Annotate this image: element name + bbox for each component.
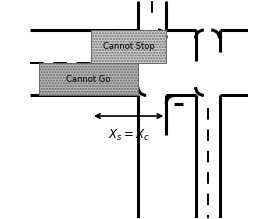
Text: $X_s = X_c$: $X_s = X_c$ <box>108 128 150 143</box>
Text: Cannot Stop: Cannot Stop <box>103 42 155 51</box>
Bar <box>39 63 138 95</box>
Bar <box>91 30 166 63</box>
Text: Cannot Go: Cannot Go <box>66 74 111 83</box>
